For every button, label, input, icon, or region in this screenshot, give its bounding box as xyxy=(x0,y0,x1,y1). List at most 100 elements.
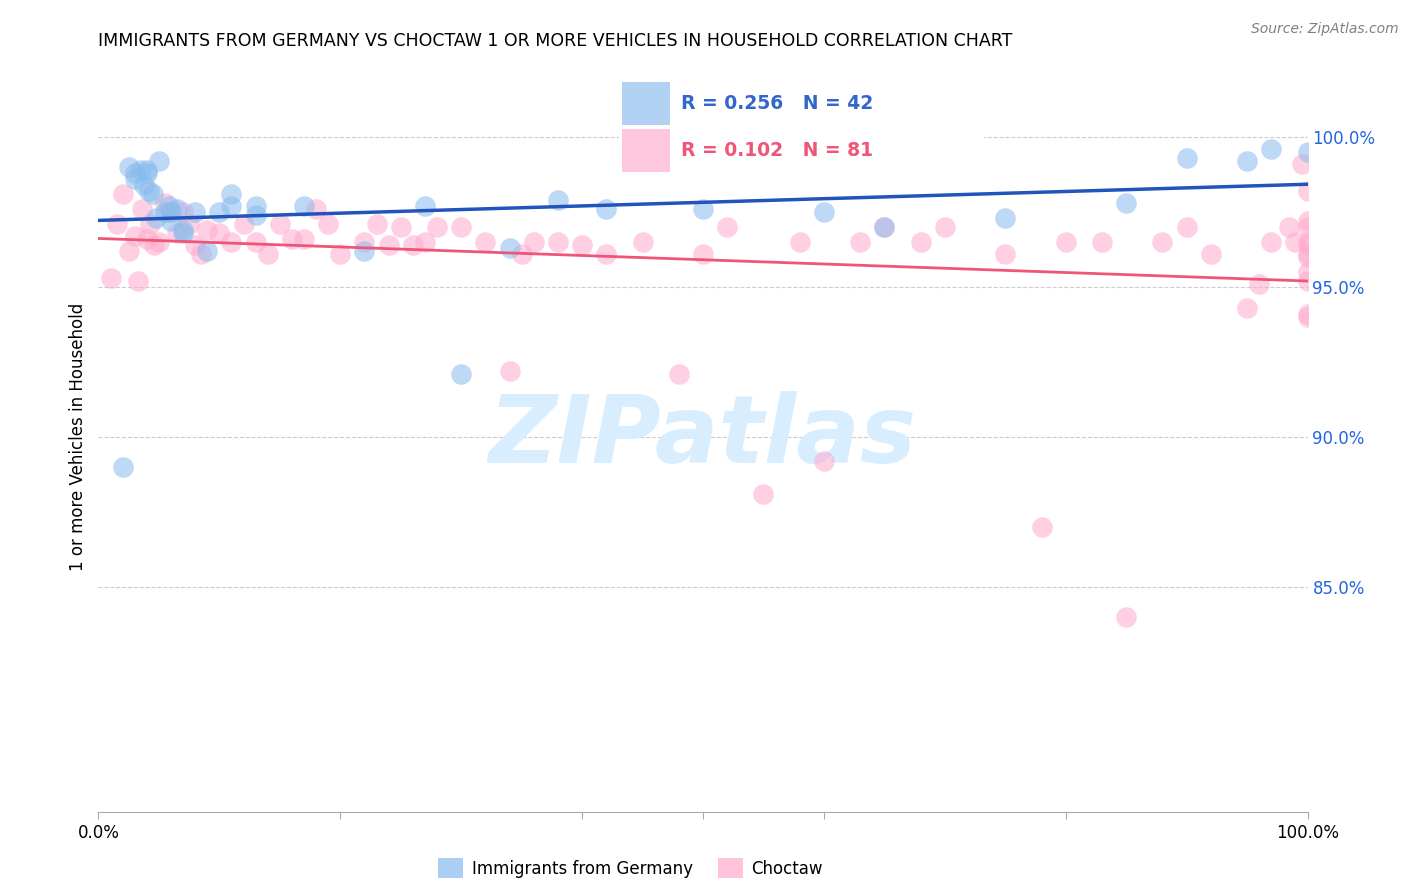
Choctaw xyxy=(105,217,128,231)
Choctaw xyxy=(377,238,399,252)
Choctaw xyxy=(631,235,654,250)
Choctaw xyxy=(190,247,212,261)
Choctaw xyxy=(135,232,157,246)
Choctaw xyxy=(1296,265,1319,279)
Immigrants from Germany xyxy=(160,214,183,228)
Bar xyxy=(623,82,669,125)
Choctaw xyxy=(595,247,617,261)
Immigrants from Germany xyxy=(498,241,520,255)
Immigrants from Germany xyxy=(1236,154,1258,169)
Immigrants from Germany xyxy=(547,194,569,208)
Immigrants from Germany xyxy=(195,244,218,259)
Choctaw xyxy=(292,232,315,246)
Choctaw xyxy=(849,235,872,250)
Choctaw xyxy=(813,454,835,468)
Choctaw xyxy=(789,235,811,250)
Choctaw xyxy=(1296,307,1319,321)
Choctaw xyxy=(426,220,449,235)
Choctaw xyxy=(1296,235,1319,250)
Choctaw xyxy=(221,235,243,250)
Immigrants from Germany xyxy=(184,205,207,219)
Immigrants from Germany xyxy=(124,172,146,186)
Choctaw xyxy=(668,367,690,381)
Choctaw xyxy=(305,202,328,217)
Choctaw xyxy=(571,238,593,252)
Choctaw xyxy=(1296,238,1319,252)
Immigrants from Germany xyxy=(292,199,315,213)
Choctaw xyxy=(184,238,207,252)
Immigrants from Germany xyxy=(124,166,146,180)
Choctaw xyxy=(1175,220,1198,235)
Immigrants from Germany xyxy=(1175,152,1198,166)
Choctaw xyxy=(547,235,569,250)
Choctaw xyxy=(160,205,183,219)
Choctaw xyxy=(1115,610,1137,624)
Choctaw xyxy=(910,235,932,250)
Immigrants from Germany xyxy=(118,161,141,175)
Choctaw xyxy=(256,247,278,261)
Y-axis label: 1 or more Vehicles in Household: 1 or more Vehicles in Household xyxy=(69,303,87,571)
Choctaw xyxy=(1296,310,1319,325)
Bar xyxy=(623,129,669,172)
Choctaw xyxy=(366,217,388,231)
Choctaw xyxy=(1291,157,1313,171)
Choctaw xyxy=(208,227,231,241)
Text: R = 0.102   N = 81: R = 0.102 N = 81 xyxy=(681,141,873,161)
Choctaw xyxy=(510,247,533,261)
Choctaw xyxy=(153,196,176,211)
Choctaw xyxy=(389,220,412,235)
Choctaw xyxy=(111,187,134,202)
Immigrants from Germany xyxy=(353,244,375,259)
Immigrants from Germany xyxy=(1115,196,1137,211)
Choctaw xyxy=(124,229,146,244)
Choctaw xyxy=(316,217,339,231)
Immigrants from Germany xyxy=(813,205,835,219)
Choctaw xyxy=(195,223,218,237)
Choctaw xyxy=(179,217,201,231)
Choctaw xyxy=(1296,247,1319,261)
Immigrants from Germany xyxy=(994,211,1017,226)
Choctaw xyxy=(1260,235,1282,250)
Immigrants from Germany xyxy=(145,211,167,226)
Choctaw xyxy=(127,274,149,288)
Text: Source: ZipAtlas.com: Source: ZipAtlas.com xyxy=(1251,22,1399,37)
Choctaw xyxy=(498,364,520,378)
Immigrants from Germany xyxy=(142,187,165,202)
Immigrants from Germany xyxy=(595,202,617,217)
Immigrants from Germany xyxy=(153,205,176,219)
Choctaw xyxy=(353,235,375,250)
Immigrants from Germany xyxy=(172,227,194,241)
Choctaw xyxy=(269,217,291,231)
Choctaw xyxy=(934,220,956,235)
Choctaw xyxy=(873,220,896,235)
Choctaw xyxy=(100,271,122,285)
Immigrants from Germany xyxy=(129,163,152,178)
Immigrants from Germany xyxy=(450,367,472,381)
Choctaw xyxy=(1249,277,1271,292)
Choctaw xyxy=(166,227,188,241)
Immigrants from Germany xyxy=(1260,142,1282,156)
Text: R = 0.256   N = 42: R = 0.256 N = 42 xyxy=(681,94,873,113)
Choctaw xyxy=(1031,520,1053,534)
Choctaw xyxy=(1091,235,1114,250)
Choctaw xyxy=(143,238,166,252)
Choctaw xyxy=(1296,214,1319,228)
Choctaw xyxy=(232,217,254,231)
Immigrants from Germany xyxy=(692,202,714,217)
Choctaw xyxy=(1236,301,1258,316)
Immigrants from Germany xyxy=(245,199,267,213)
Choctaw xyxy=(716,220,738,235)
Text: IMMIGRANTS FROM GERMANY VS CHOCTAW 1 OR MORE VEHICLES IN HOUSEHOLD CORRELATION C: IMMIGRANTS FROM GERMANY VS CHOCTAW 1 OR … xyxy=(98,32,1012,50)
Choctaw xyxy=(1152,235,1174,250)
Choctaw xyxy=(1296,184,1319,198)
Choctaw xyxy=(1054,235,1077,250)
Choctaw xyxy=(413,235,436,250)
Choctaw xyxy=(523,235,546,250)
Immigrants from Germany xyxy=(221,199,243,213)
Legend: Immigrants from Germany, Choctaw: Immigrants from Germany, Choctaw xyxy=(439,858,823,879)
Choctaw xyxy=(1284,235,1306,250)
Immigrants from Germany xyxy=(413,199,436,213)
Immigrants from Germany xyxy=(135,166,157,180)
Choctaw xyxy=(118,244,141,259)
Immigrants from Germany xyxy=(166,202,188,217)
